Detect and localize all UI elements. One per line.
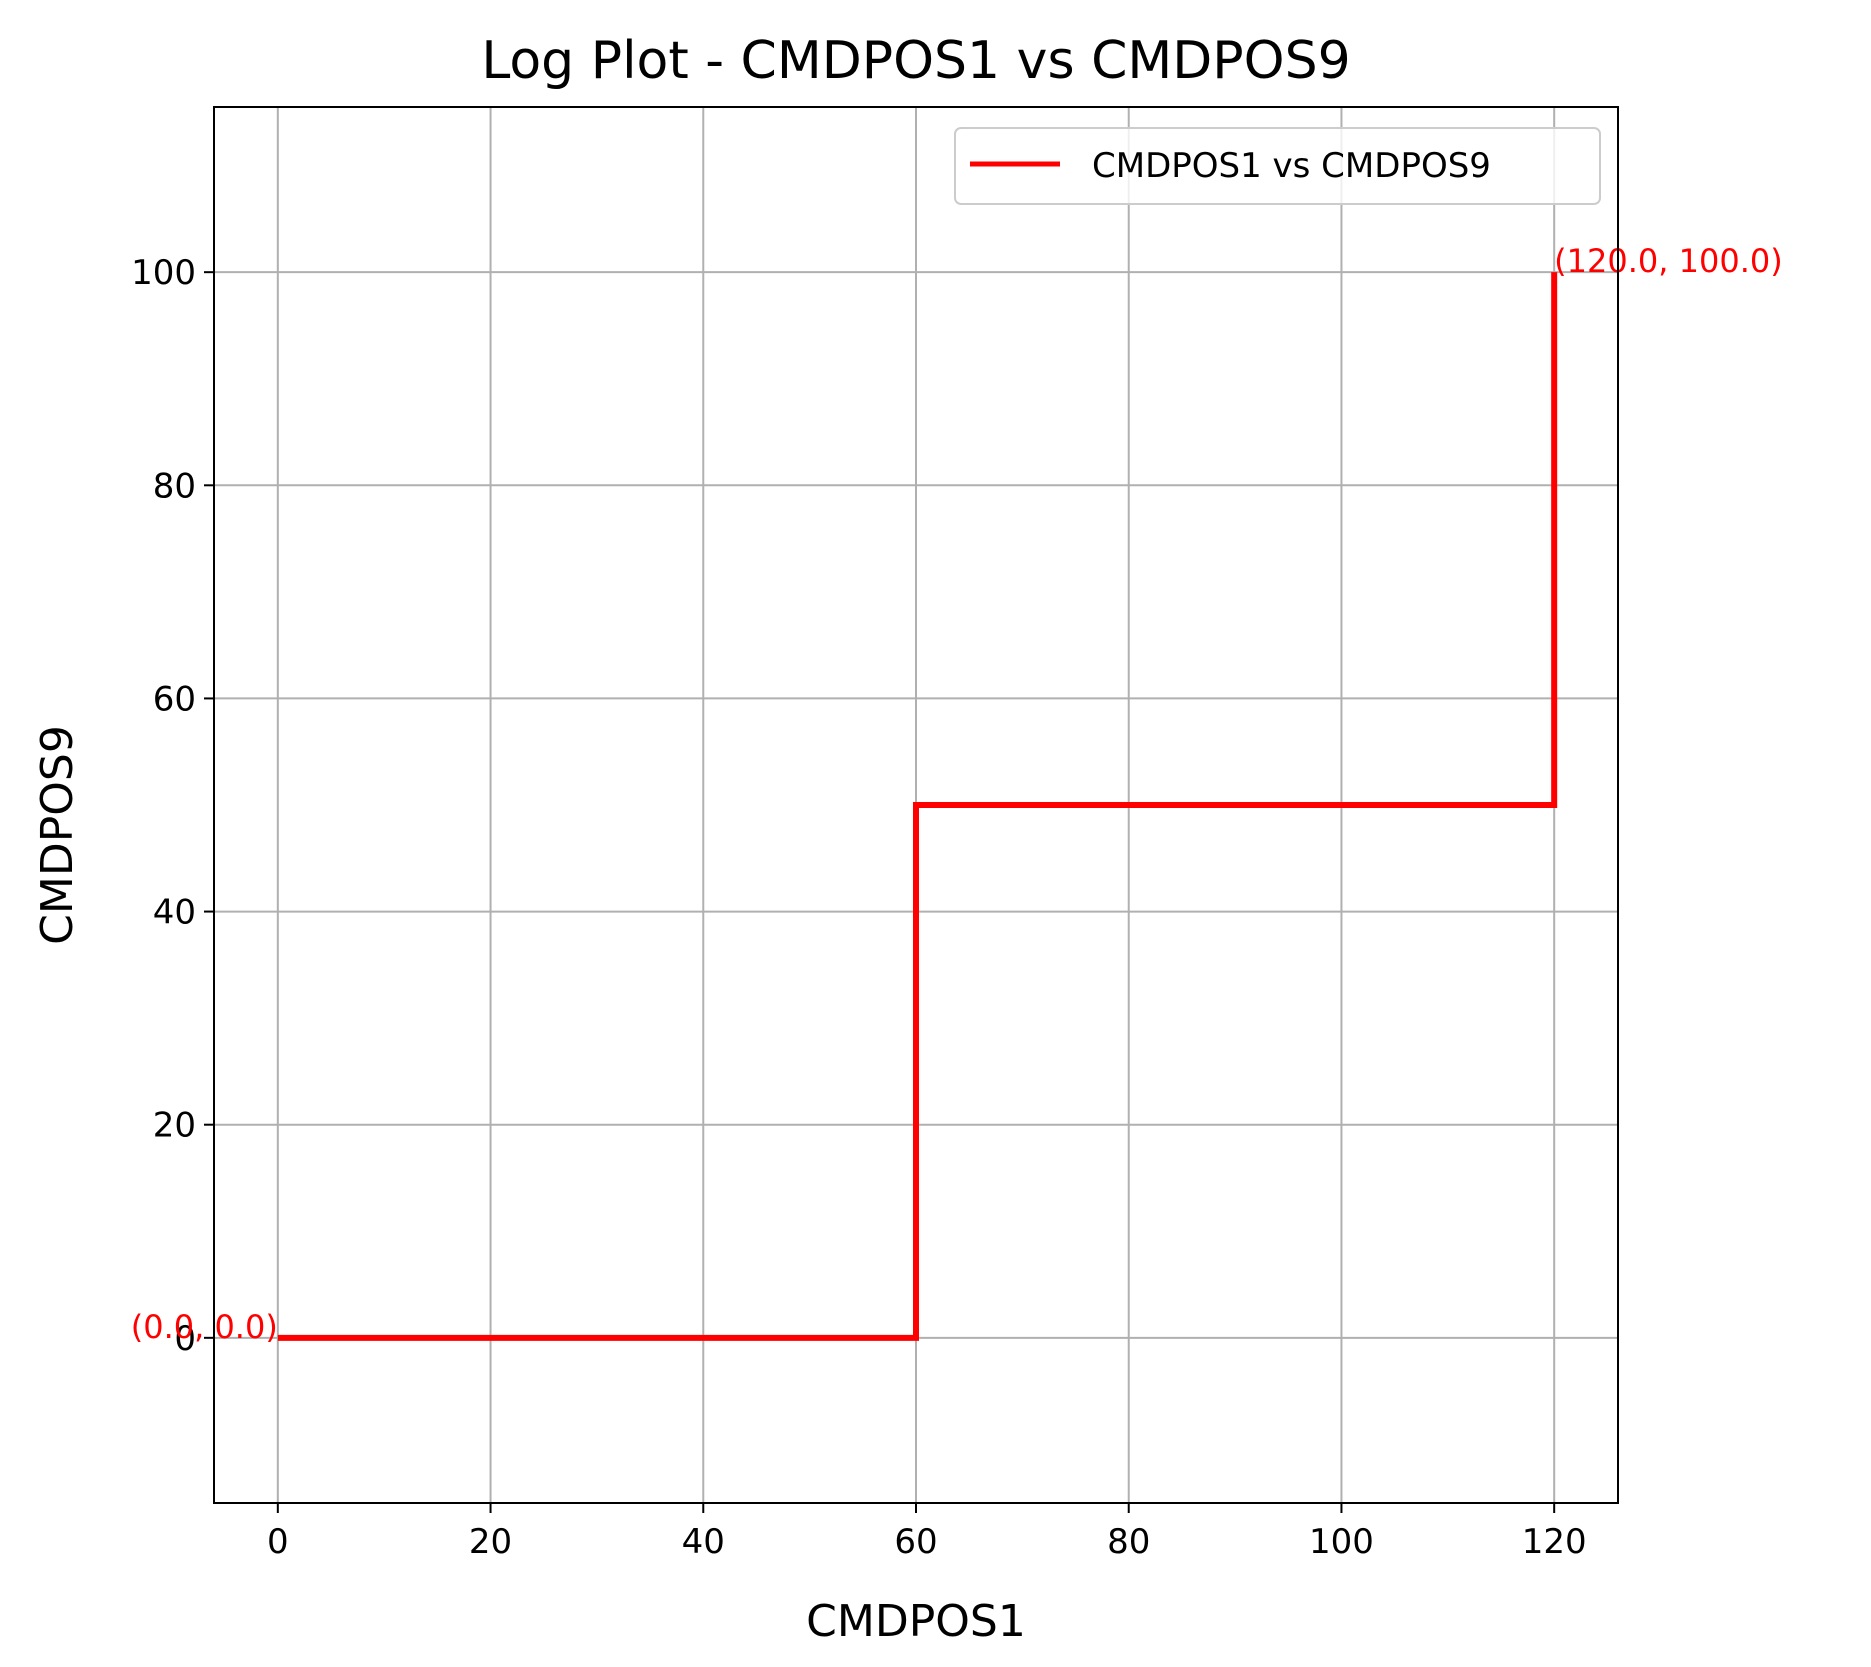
x-tick-label: 80 — [1107, 1522, 1150, 1562]
y-tick-label: 100 — [131, 253, 196, 293]
x-axis-ticks: 0 20 40 60 80 100 120 — [267, 1503, 1587, 1562]
chart-title: Log Plot - CMDPOS1 vs CMDPOS9 — [481, 31, 1350, 91]
legend: CMDPOS1 vs CMDPOS9 — [954, 127, 1601, 205]
x-tick-label: 20 — [469, 1522, 512, 1562]
annotations: (0.0, 0.0) (120.0, 100.0) — [131, 242, 1783, 1346]
legend-box — [954, 127, 1601, 205]
series-line-0 — [277, 272, 1558, 1341]
x-tick-label: 40 — [682, 1522, 725, 1562]
y-tick-label: 60 — [153, 679, 196, 719]
point-annotation: (120.0, 100.0) — [1554, 242, 1783, 280]
series-layer — [277, 272, 1558, 1341]
x-axis-label: CMDPOS1 — [806, 1596, 1026, 1647]
x-tick-label: 0 — [267, 1522, 289, 1562]
point-annotation: (0.0, 0.0) — [131, 1308, 278, 1346]
y-tick-label: 80 — [153, 466, 196, 506]
x-tick-label: 120 — [1522, 1522, 1587, 1562]
x-tick-label: 100 — [1309, 1522, 1374, 1562]
y-tick-label: 20 — [153, 1106, 196, 1146]
legend-entry-label: CMDPOS1 vs CMDPOS9 — [1092, 146, 1491, 186]
y-tick-label: 0 — [174, 1319, 196, 1359]
y-axis-ticks: 0 20 40 60 80 100 — [131, 253, 214, 1359]
plot-frame — [213, 106, 1619, 1504]
y-tick-label: 40 — [153, 893, 196, 933]
x-tick-label: 60 — [894, 1522, 937, 1562]
y-axis-label: CMDPOS9 — [32, 725, 83, 945]
